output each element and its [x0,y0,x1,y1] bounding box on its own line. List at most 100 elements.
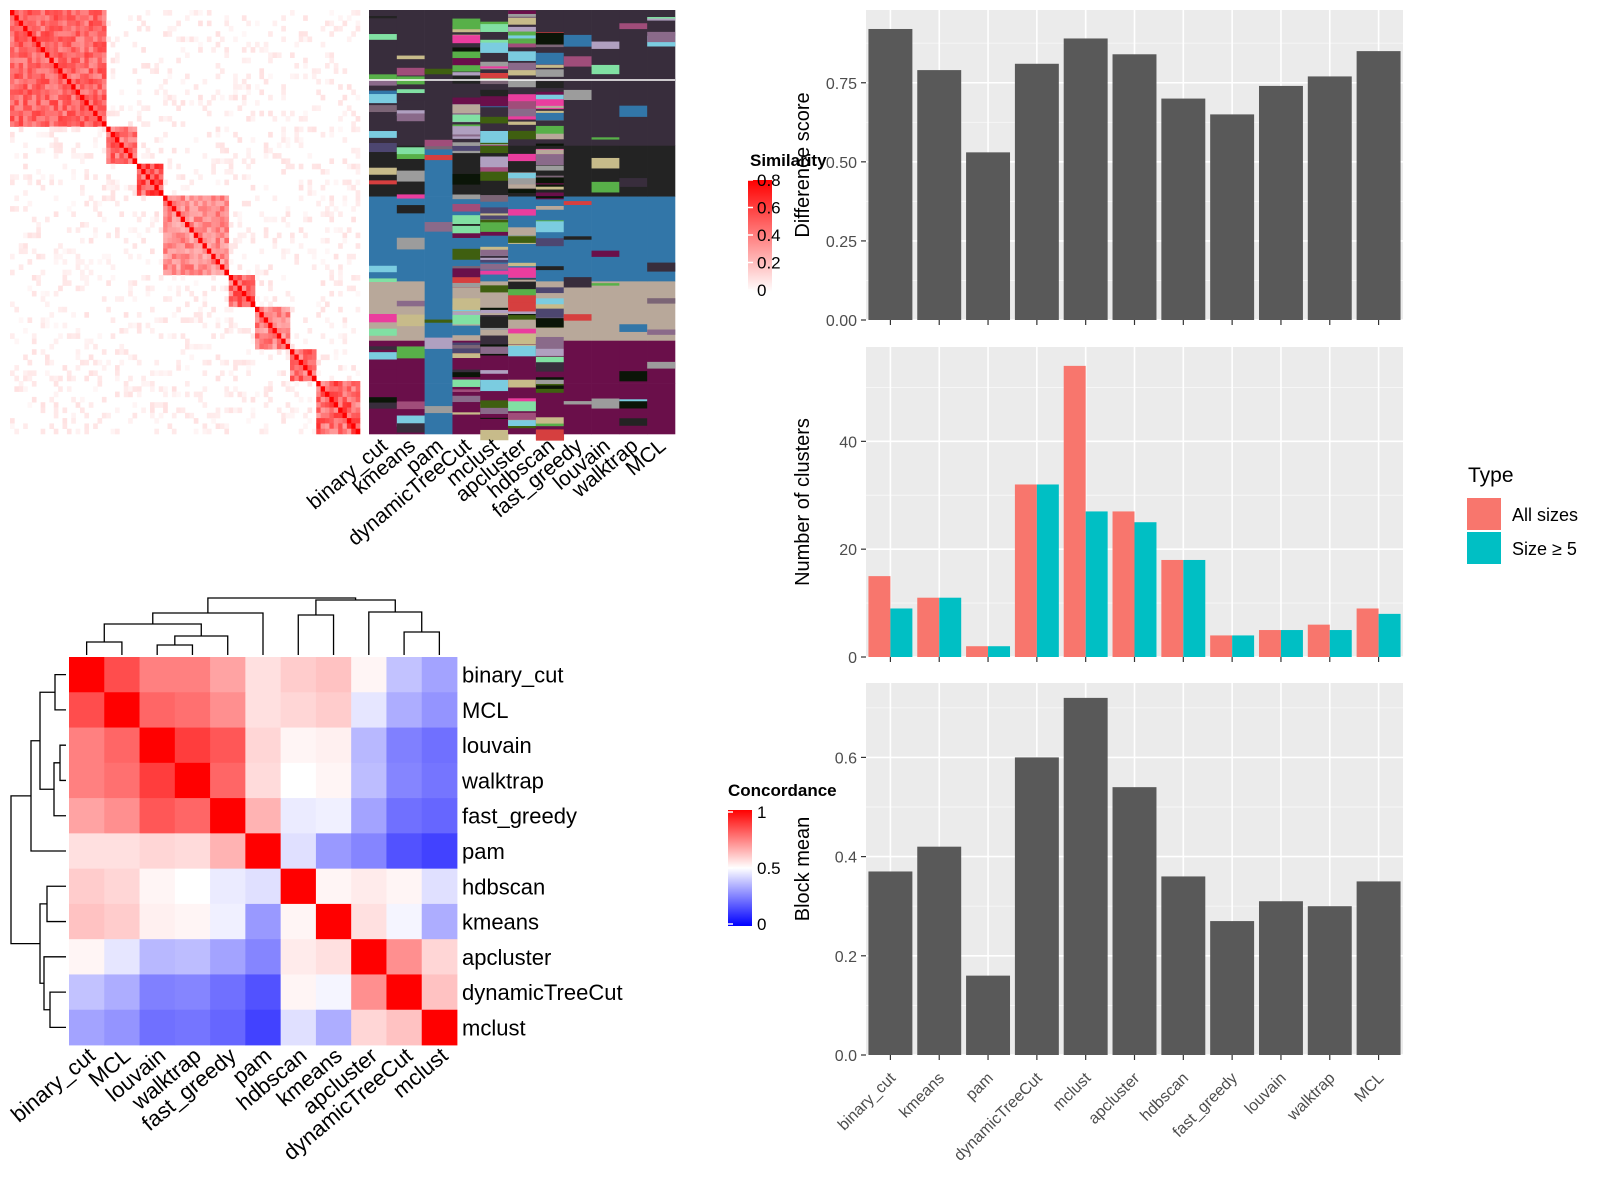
similarity-cell [154,418,160,424]
similarity-cell [84,78,90,85]
similarity-cell [101,349,107,355]
similarity-cell [93,20,98,27]
similarity-cell [246,200,251,207]
similarity-cell [158,169,164,175]
similarity-cell [333,396,339,403]
similarity-cell [180,259,186,265]
similarity-cell [215,63,221,69]
similarity-cell [176,407,181,414]
concordance-cell [280,657,317,693]
similarity-cell [228,391,234,398]
similarity-cell [163,259,168,265]
similarity-cell [66,25,72,32]
similarity-cell [290,386,295,392]
similarity-cell [290,296,295,302]
similarity-cell [23,20,28,27]
similarity-cell [272,195,278,202]
cluster-stripe [535,417,565,424]
cluster-stripe [508,79,537,88]
similarity-cell [97,15,103,21]
similarity-cell [53,84,59,90]
similarity-cell [23,248,28,255]
similarity-cell [211,285,216,292]
similarity-cell [263,428,269,435]
concordance-cell [315,1009,352,1046]
cluster-stripe [480,229,509,236]
similarity-cell [66,10,72,16]
similarity-cell [202,259,208,265]
similarity-cell [14,153,20,159]
similarity-cell [58,306,63,313]
similarity-cell [237,84,243,90]
cluster-stripe [508,300,537,312]
similarity-cell [136,89,142,96]
similarity-cell [71,63,76,69]
similarity-cell [23,243,28,249]
similarity-cell [106,153,111,159]
similarity-cell [272,153,278,159]
similarity-cell [23,36,28,43]
similarity-cell [141,20,146,27]
similarity-cell [338,333,343,339]
similarity-cell [36,94,41,101]
similarity-cell [80,89,85,96]
similarity-cell [66,36,72,43]
similarity-cell [285,354,291,361]
cluster-stripe [452,60,481,72]
similarity-cell [23,163,28,170]
similarity-cell [150,222,155,228]
similarity-cell [27,94,33,101]
similarity-cell [62,126,68,133]
cluster-stripe [452,277,481,288]
similarity-cell [97,121,103,127]
similarity-cell [141,174,146,180]
concordance-cell [245,727,282,764]
similarity-cell [110,158,116,164]
similarity-cell [193,343,199,350]
similarity-cell [307,365,313,371]
similarity-cell [53,391,59,398]
similarity-cell [14,365,20,371]
similarity-cell [136,78,142,85]
similarity-cell [355,381,361,387]
similarity-cell [211,253,216,260]
similarity-cell [136,25,142,32]
similarity-cell [62,31,68,37]
similarity-cell [141,375,146,382]
similarity-cell [18,381,24,387]
similarity-cell [23,89,28,96]
cluster-stripe [535,32,565,45]
similarity-cell [329,31,335,37]
similarity-cell [185,184,190,191]
similarity-cell [298,396,304,403]
similarity-cell [198,259,203,265]
similarity-cell [202,206,208,212]
similarity-cell [325,301,330,308]
similarity-cell [233,296,238,302]
similarity-cell [106,179,111,186]
similarity-cell [329,412,335,419]
similarity-cell [10,57,15,64]
similarity-cell [80,68,85,74]
similarity-cell [272,343,278,350]
similarity-cell [101,253,107,260]
similarity-cell [202,243,208,249]
similarity-cell [329,290,335,297]
similarity-cell [53,428,59,435]
similarity-cell [14,36,20,43]
similarity-cell [88,20,94,27]
similarity-cell [355,179,361,186]
similarity-cell [62,105,68,111]
similarity-cell [101,105,107,111]
cluster-stripe [591,181,620,193]
similarity-cell [167,296,173,302]
similarity-cell [23,78,28,85]
similarity-cell [202,78,208,85]
cluster-stripe [508,17,537,25]
concordance-cell [421,939,458,975]
similarity-cell [123,195,129,202]
similarity-cell [27,73,33,80]
similarity-cell [106,359,111,366]
similarity-cell [75,10,81,16]
bar-size-5 [1085,511,1108,657]
